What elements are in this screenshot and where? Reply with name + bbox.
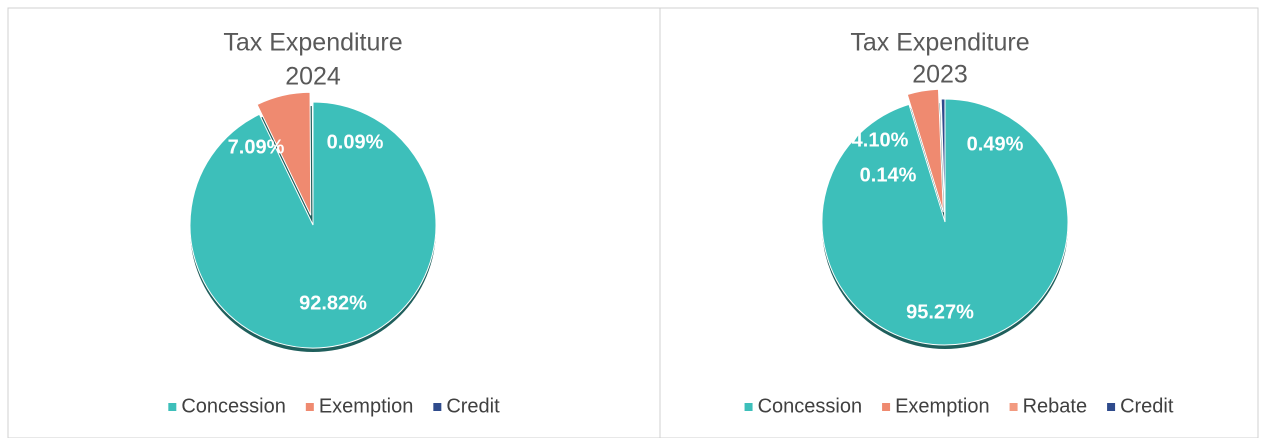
legend-swatch (882, 403, 891, 411)
legend-label: Credit (1120, 395, 1174, 417)
legend-item: Rebate (1009, 395, 1088, 417)
pie-slice (906, 88, 944, 213)
data-label: 7.09% (228, 136, 285, 158)
data-label: 4.10% (852, 129, 909, 151)
pie-slice (256, 91, 312, 216)
chart-title: Tax Expenditure (223, 29, 402, 57)
legend-item: Credit (433, 395, 500, 417)
legend-item: Credit (1107, 395, 1174, 417)
legend-swatch (1107, 403, 1116, 411)
legend-label: Rebate (1023, 395, 1088, 417)
chart-subtitle: 2023 (912, 61, 968, 89)
legend-swatch (433, 403, 442, 411)
legend-label: Concession (181, 395, 286, 417)
legend-label: Credit (446, 395, 500, 417)
chart-subtitle: 2024 (285, 63, 341, 91)
data-label: 0.09% (327, 131, 384, 153)
legend-item: Concession (168, 395, 286, 417)
pie-slice (311, 101, 314, 226)
legend-swatch (744, 403, 753, 411)
legend-swatch (1009, 403, 1018, 411)
panel-right (659, 7, 1259, 438)
legend-item: Concession (744, 395, 863, 417)
data-label: 0.49% (967, 133, 1024, 155)
data-label: 92.82% (299, 292, 367, 314)
pie-slice (940, 98, 946, 223)
legend-item: Exemption (305, 395, 414, 417)
legend-swatch (305, 403, 314, 411)
legend-swatch (168, 403, 177, 411)
data-label: 0.14% (860, 164, 917, 186)
legend-label: Exemption (895, 395, 990, 417)
legend-item: Exemption (882, 395, 990, 417)
legend-label: Exemption (319, 395, 414, 417)
data-label: 95.27% (906, 301, 974, 323)
chart-title: Tax Expenditure (850, 29, 1029, 57)
legend-label: Concession (758, 395, 863, 417)
